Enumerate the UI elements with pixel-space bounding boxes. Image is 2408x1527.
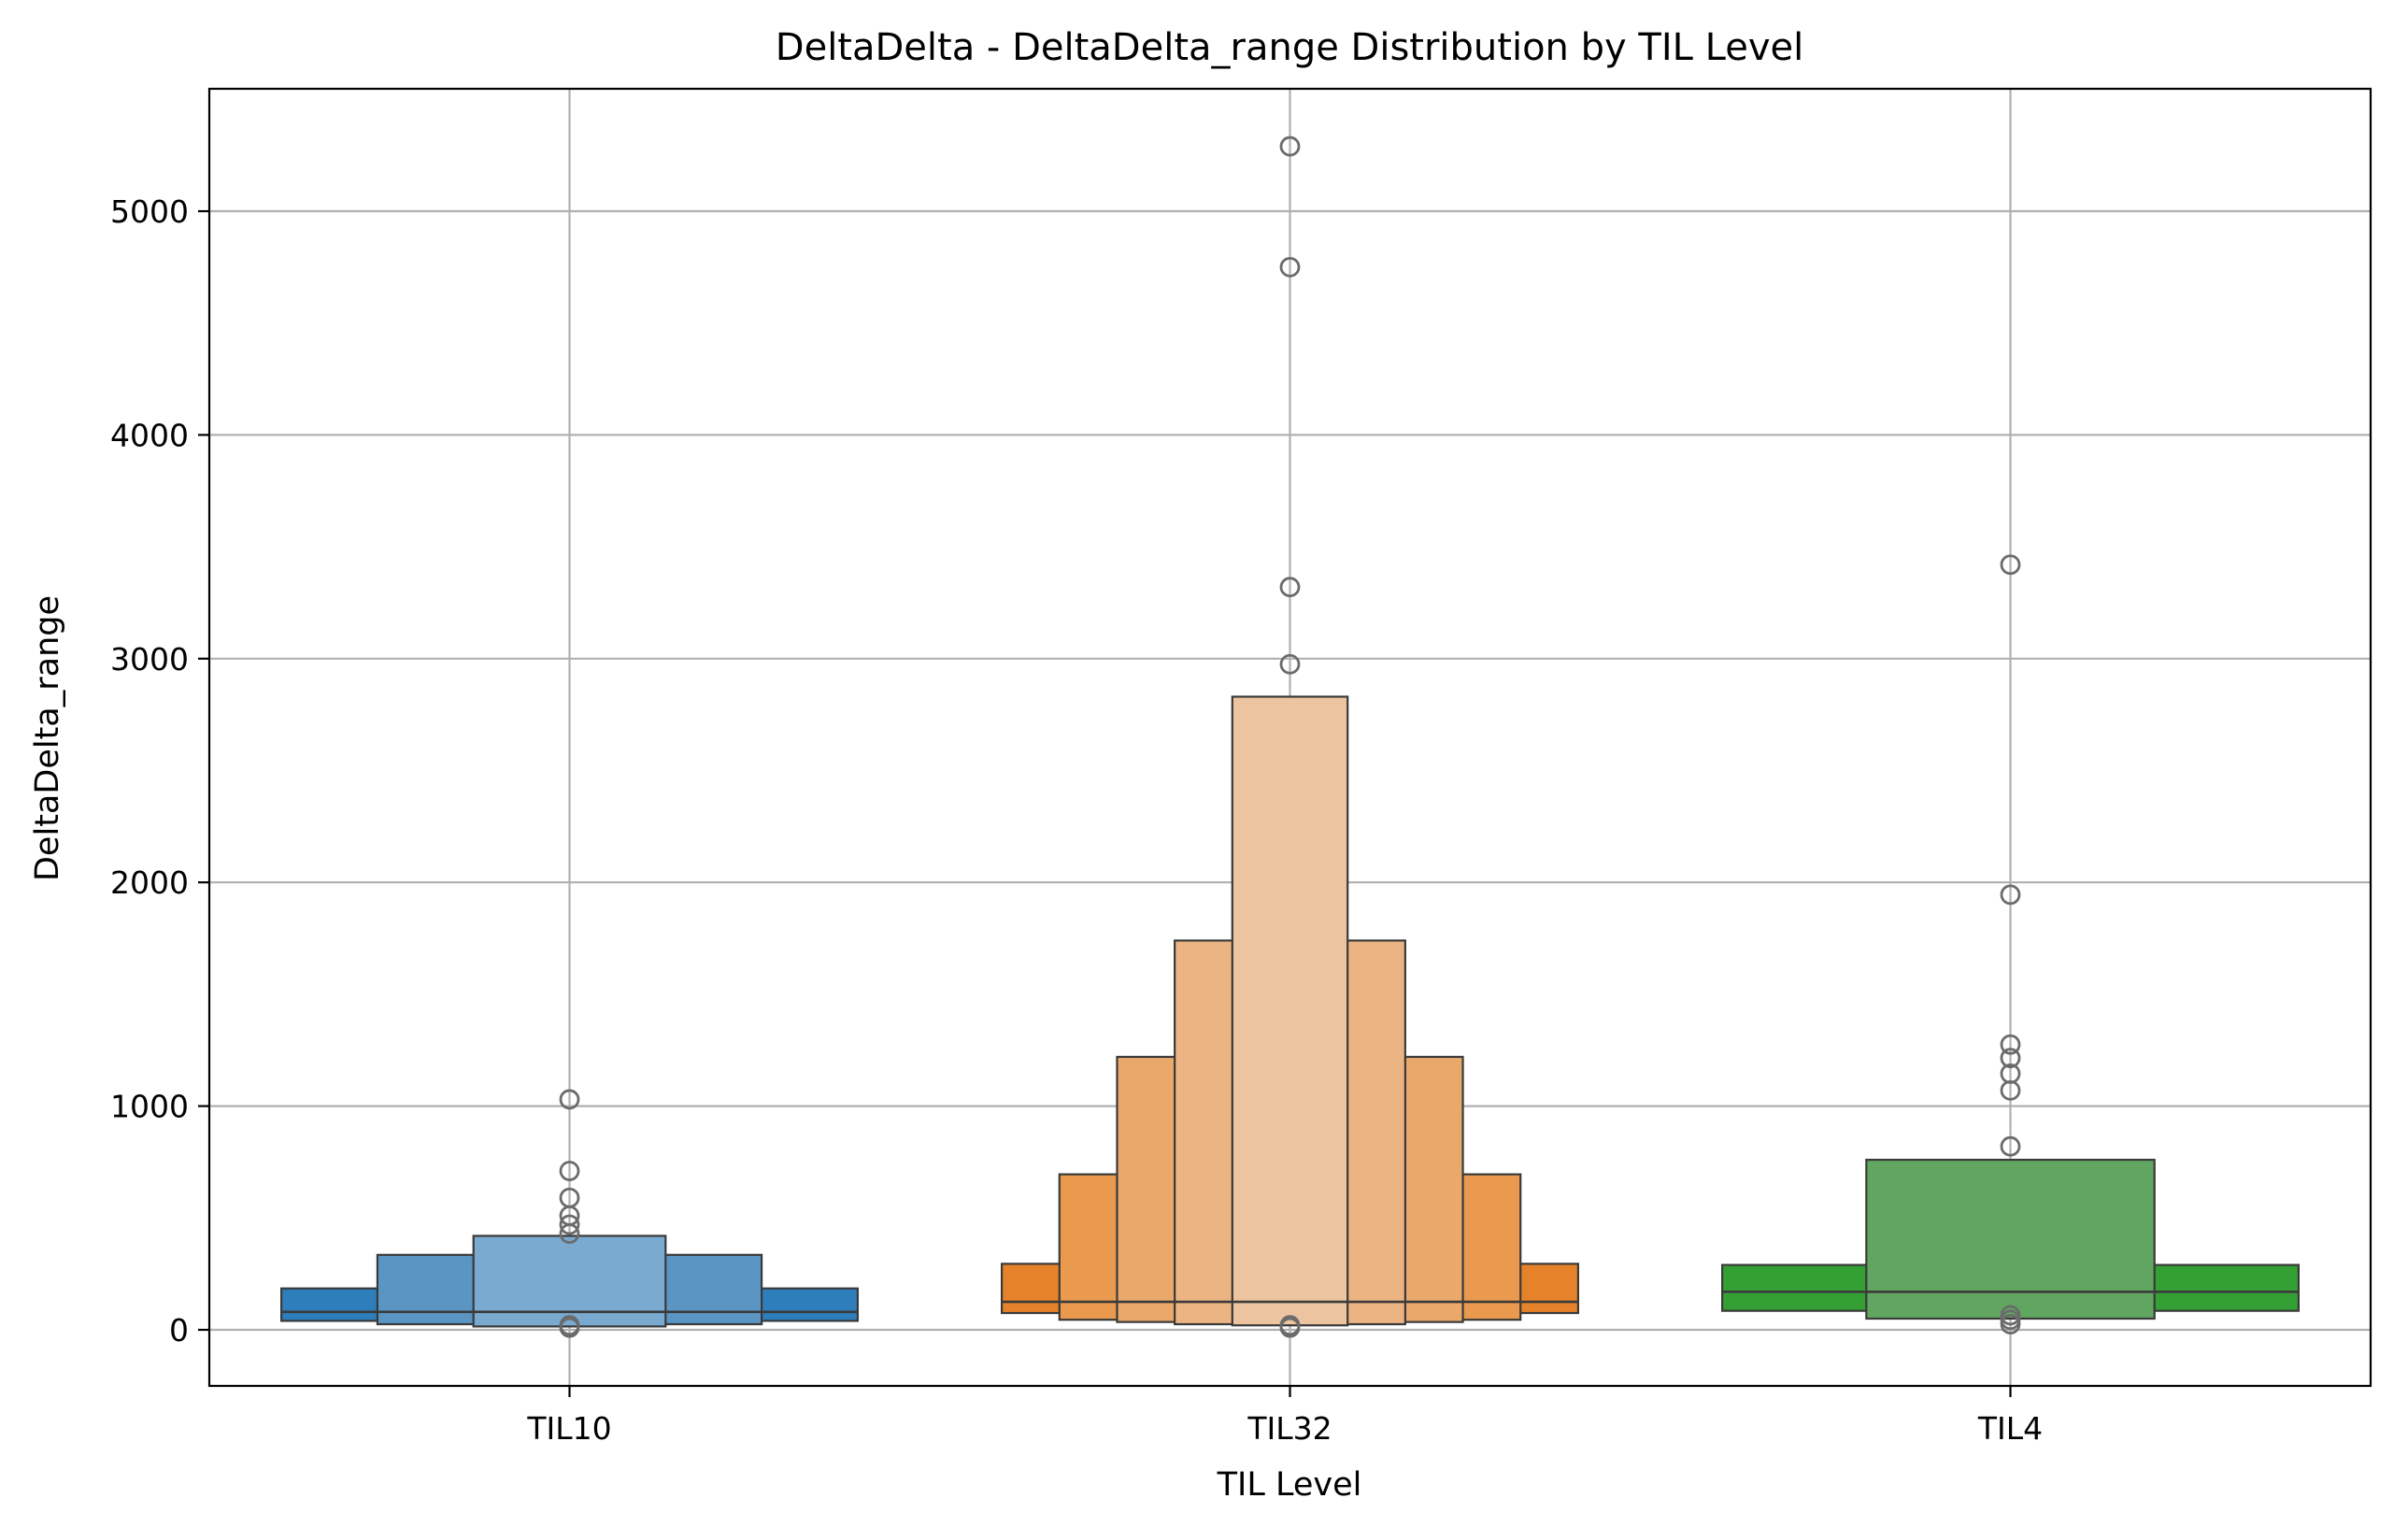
y-axis-label: DeltaDelta_range [29,595,66,881]
outlier-point [2000,1135,2021,1157]
outlier-point [1279,577,1301,598]
outlier-point [2000,1034,2021,1055]
outlier-point [2000,1079,2021,1101]
outlier-point [1279,256,1301,278]
y-tick-label: 1000 [110,1089,189,1125]
y-tick-label: 3000 [110,641,189,678]
outlier-points [559,136,2021,1338]
outlier-point [2000,1314,2021,1334]
chart-title: DeltaDelta - DeltaDelta_range Distributi… [776,26,1803,69]
outlier-point [2000,884,2021,906]
y-tick-label: 4000 [110,417,189,453]
outlier-point [559,1089,580,1110]
outlier-point [1279,1317,1301,1338]
y-tick-label: 2000 [110,864,189,901]
outlier-point [1279,653,1301,675]
x-axis-label: TIL Level [1217,1466,1362,1504]
x-tick-label: TIL32 [1247,1410,1332,1447]
outlier-point [559,1161,580,1181]
outlier-point [559,1223,580,1244]
boxen-box [1231,695,1349,1327]
y-tick-label: 5000 [110,193,189,230]
outlier-point [2000,554,2021,576]
outlier-point [559,1214,580,1235]
outlier-point [2000,1048,2021,1069]
y-tick-label: 0 [169,1312,189,1349]
boxen-boxes [280,695,2300,1328]
boxen-box [1865,1158,2156,1320]
outlier-point [1279,136,1301,157]
axis-ticks: 0 1000 2000 3000 4000 5000 TIL10 TIL32 TIL4 [110,193,2043,1447]
outlier-point [559,1317,580,1338]
x-tick-label: TIL10 [526,1410,611,1447]
x-tick-label: TIL4 [1977,1410,2043,1447]
